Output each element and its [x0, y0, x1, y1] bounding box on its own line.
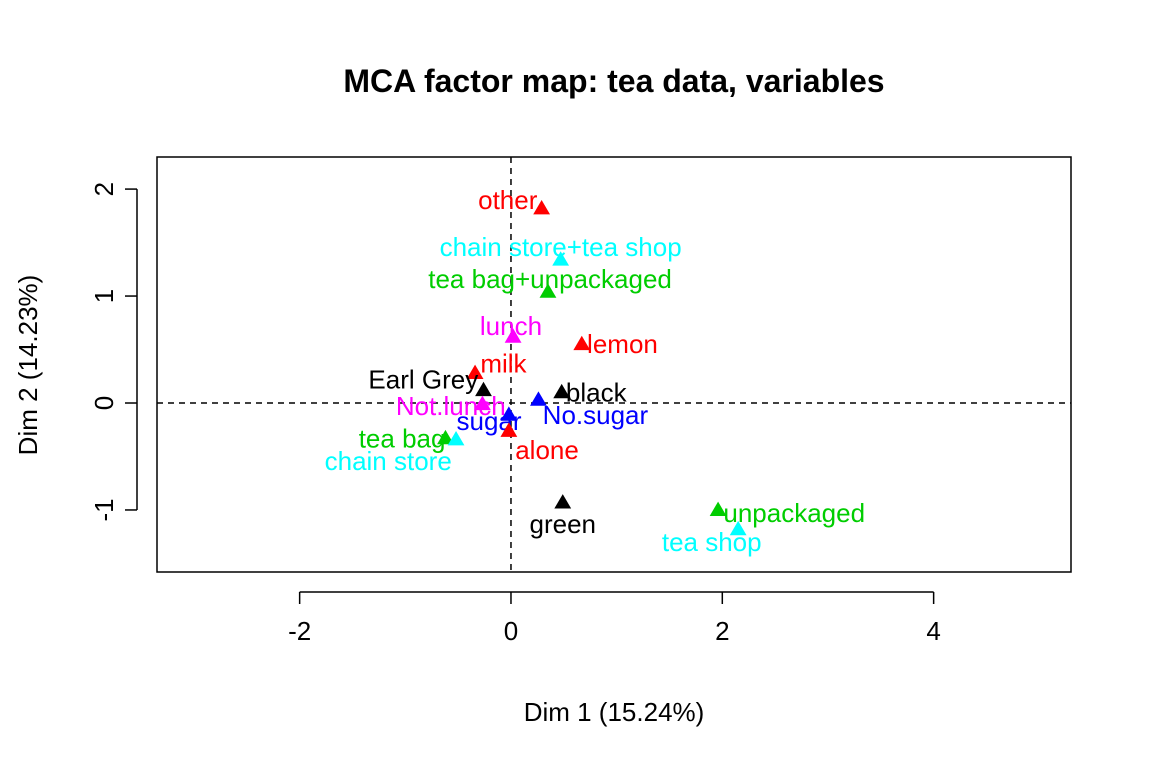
- data-point-marker: [475, 381, 492, 397]
- data-point-label: unpackaged: [723, 498, 865, 528]
- data-point-marker: [709, 501, 727, 516]
- data-point-marker: [466, 364, 484, 380]
- data-point-marker: [554, 494, 572, 509]
- data-point-label: lemon: [587, 329, 658, 359]
- data-point-marker: [552, 251, 570, 266]
- data-point-marker: [504, 328, 522, 343]
- data-point-label: Earl Grey: [368, 364, 478, 394]
- data-point-marker: [474, 395, 491, 411]
- data-point-label: chain store+tea shop: [440, 232, 682, 262]
- data-point-marker: [729, 520, 747, 536]
- data-point-label: tea bag+unpackaged: [428, 264, 672, 294]
- data-point-marker: [530, 391, 547, 406]
- data-point-marker: [437, 429, 454, 445]
- y-tick-label: 0: [89, 396, 119, 410]
- x-tick-label: 0: [504, 616, 518, 646]
- chart-title: MCA factor map: tea data, variables: [343, 63, 884, 99]
- y-tick-label: 2: [89, 182, 119, 196]
- x-axis-label: Dim 1 (15.24%): [524, 697, 705, 727]
- x-tick-label: 2: [715, 616, 729, 646]
- data-point-marker: [447, 430, 465, 446]
- data-point-label: milk: [480, 348, 527, 378]
- data-point-label: tea shop: [662, 527, 762, 557]
- data-point-label: tea bag: [359, 423, 446, 453]
- data-point-marker: [500, 406, 518, 421]
- y-tick-label: -1: [89, 498, 119, 521]
- x-tick-label: 4: [926, 616, 940, 646]
- data-point-label: chain store: [325, 446, 452, 476]
- x-tick-label: -2: [288, 616, 311, 646]
- data-point-label: alone: [515, 435, 579, 465]
- plot-border: [156, 156, 1072, 573]
- data-point-label: Not.lunch: [396, 391, 506, 421]
- data-point-label: black: [566, 377, 628, 407]
- y-tick-label: 1: [89, 289, 119, 303]
- data-point-marker: [553, 383, 571, 399]
- data-point-label: No.sugar: [543, 400, 649, 430]
- data-point-label: other: [478, 185, 538, 215]
- data-point-marker: [533, 199, 551, 215]
- data-point-label: green: [530, 509, 597, 539]
- y-axis-label: Dim 2 (14.23%): [13, 275, 43, 456]
- data-point-marker: [539, 283, 557, 298]
- data-point-label: lunch: [480, 311, 542, 341]
- data-point-marker: [573, 335, 591, 351]
- data-point-marker: [500, 422, 518, 437]
